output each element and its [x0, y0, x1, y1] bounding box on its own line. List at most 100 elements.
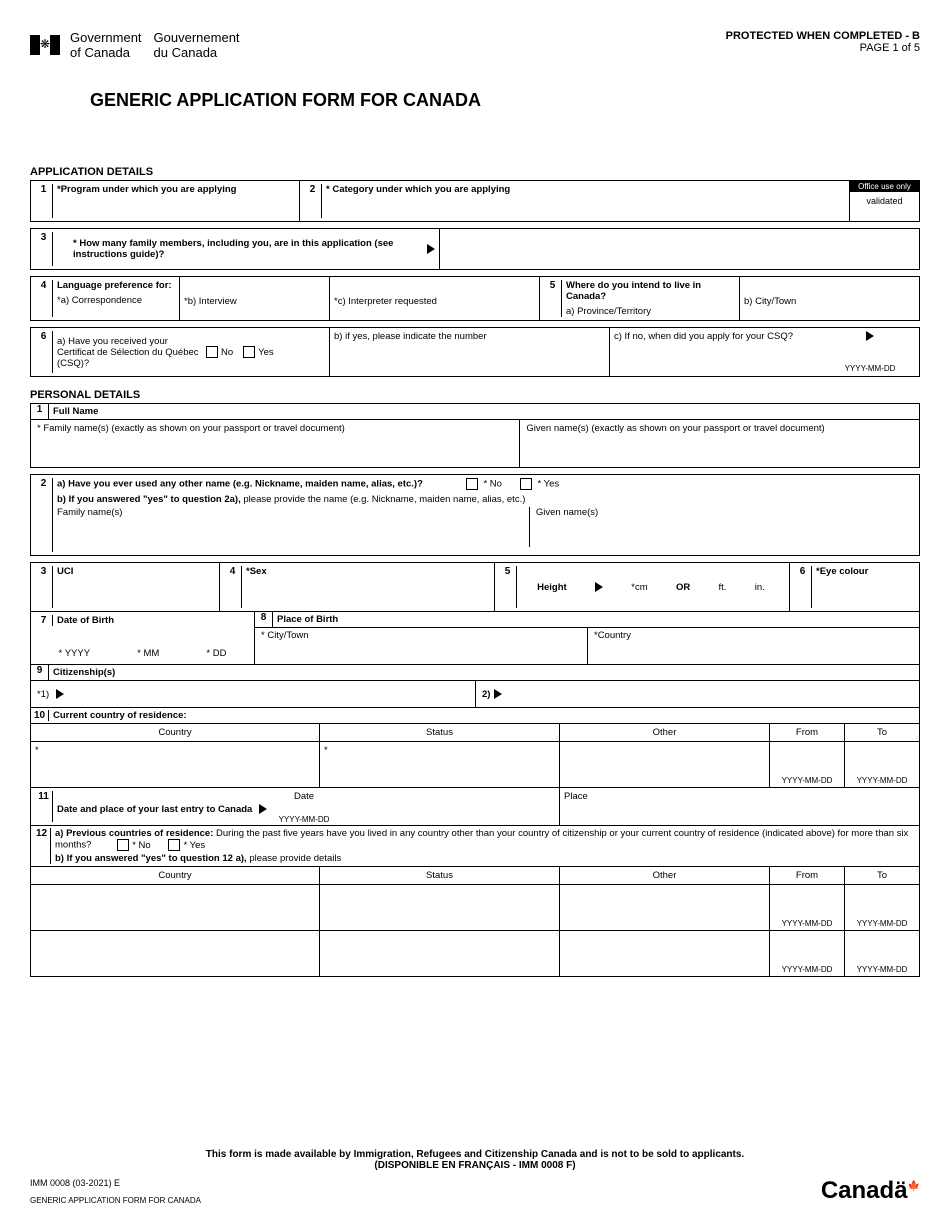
label-place: Place [564, 791, 915, 802]
num-p9: 9 [31, 665, 49, 680]
label-residence: Current country of residence: [49, 710, 187, 721]
row-language-live: 4 Language preference for: *a) Correspon… [30, 276, 920, 321]
flag-icon: 🍁 [908, 1181, 920, 1192]
label-citytown: b) City/Town [744, 296, 915, 307]
num-p3: 3 [35, 566, 53, 608]
canada-flag-icon [30, 35, 60, 55]
label-province: a) Province/Territory [566, 306, 735, 317]
table-row: YYYY-MM-DD YYYY-MM-DD [30, 885, 920, 931]
num-p4: 4 [224, 566, 242, 608]
checkbox-othername-no[interactable] [466, 478, 478, 490]
label-csq-number: b) if yes, please indicate the number [334, 331, 605, 342]
label-in: in. [755, 582, 765, 593]
row-residence-header: 10 Current country of residence: [30, 708, 920, 724]
row-other-name: 2 a) Have you ever used any other name (… [30, 474, 920, 556]
gov-fr: Gouvernement du Canada [154, 30, 240, 60]
label-pob-city: * City/Town [255, 628, 587, 664]
label-or: OR [676, 582, 690, 593]
ymd-label: YYYY-MM-DD [845, 919, 919, 928]
num-p6: 6 [794, 566, 812, 608]
row-prev-countries-q: 12 a) Previous countries of residence: D… [30, 826, 920, 867]
gov-en: Government of Canada [70, 30, 142, 60]
checkbox-othername-yes[interactable] [520, 478, 532, 490]
dropdown-icon[interactable] [56, 689, 64, 699]
row-family-members: 3 * How many family members, including y… [30, 228, 920, 270]
label-ft: ft. [719, 582, 727, 593]
label-date: Date [57, 791, 551, 802]
num-4: 4 [35, 280, 53, 317]
label-2b-family: Family name(s) [57, 507, 529, 547]
checkbox-12a-yes[interactable] [168, 839, 180, 851]
label-correspondence: *a) Correspondence [57, 295, 172, 306]
label-12a-bold: a) Previous countries of residence: [55, 828, 216, 839]
dropdown-icon[interactable] [427, 244, 435, 254]
label-sex: *Sex [242, 566, 267, 608]
checkbox-csq-no[interactable] [206, 346, 218, 358]
num-6: 6 [35, 331, 53, 373]
th-from: From [770, 724, 845, 742]
num-p8: 8 [255, 612, 273, 627]
th-status: Status [320, 724, 560, 742]
label-2b-rest: please provide the name (e.g. Nickname, … [243, 494, 525, 505]
label-family-name: * Family name(s) (exactly as shown on yo… [31, 420, 519, 468]
label-12b-rest: please provide details [249, 853, 341, 864]
form-title: GENERIC APPLICATION FORM FOR CANADA [90, 90, 920, 111]
personal-details-heading: PERSONAL DETAILS [30, 389, 920, 401]
th-from: From [770, 867, 845, 885]
ymd-label: YYYY-MM-DD [845, 776, 919, 785]
validated-label: validated [850, 192, 919, 206]
label-pob: Place of Birth [273, 612, 342, 627]
label-eye: *Eye colour [812, 566, 868, 608]
th-country: Country [30, 867, 320, 885]
footer-bottom: GENERIC APPLICATION FORM FOR CANADA [30, 1196, 201, 1205]
footer-line2: (DISPONIBLE EN FRANÇAIS - IMM 0008 F) [30, 1160, 920, 1171]
dropdown-icon[interactable] [595, 582, 603, 592]
num-p10: 10 [31, 710, 49, 721]
canada-wordmark: Canadä🍁 [821, 1177, 920, 1205]
row-program-category: 1 *Program under which you are applying … [30, 180, 920, 222]
ast: * [35, 745, 39, 756]
label-family-members: * How many family members, including you… [53, 238, 427, 260]
row-fullname: 1 Full Name * Family name(s) (exactly as… [30, 403, 920, 468]
label-12a-no: * No [132, 840, 150, 851]
label-cit-2: 2) [482, 689, 490, 700]
num-p1: 1 [31, 404, 49, 419]
th-to: To [845, 724, 920, 742]
label-cm: *cm [631, 582, 647, 593]
dropdown-icon[interactable] [259, 804, 267, 814]
label-12b-bold: b) If you answered "yes" to question 12 … [55, 853, 249, 864]
label-yyyy: * YYYY [59, 648, 91, 659]
row-csq: 6 a) Have you received your Certificat d… [30, 327, 920, 377]
ymd-label: YYYY-MM-DD [57, 815, 551, 824]
num-5: 5 [544, 280, 562, 317]
num-p12: 12 [33, 828, 51, 864]
label-other-name-q: a) Have you ever used any other name (e.… [57, 479, 423, 490]
row-citizenship: 9 Citizenship(s) *1) 2) [30, 665, 920, 708]
ymd-label: YYYY-MM-DD [770, 919, 844, 928]
label-citizenship: Citizenship(s) [49, 665, 119, 680]
page-header: Government of Canada Gouvernement du Can… [30, 30, 920, 60]
dropdown-icon[interactable] [866, 331, 874, 341]
dropdown-icon[interactable] [494, 689, 502, 699]
label-category: * Category under which you are applying [322, 184, 510, 218]
row-residence-data: * * YYYY-MM-DD YYYY-MM-DD [30, 742, 920, 788]
label-interview: *b) Interview [184, 296, 325, 307]
label-csq-when: c) If no, when did you apply for your CS… [614, 331, 825, 342]
protected-line: PROTECTED WHEN COMPLETED - B [726, 30, 920, 42]
label-othername-no: * No [483, 479, 501, 490]
label-fullname: Full Name [49, 404, 102, 419]
num-1: 1 [35, 184, 53, 218]
checkbox-csq-yes[interactable] [243, 346, 255, 358]
office-use-label: Office use only [850, 181, 919, 192]
th-other: Other [560, 724, 770, 742]
label-cit-1: *1) [37, 689, 49, 700]
row-last-entry: 11 Date Date and place of your last entr… [30, 788, 920, 826]
page-footer: This form is made available by Immigrati… [30, 1149, 920, 1205]
ymd-label: YYYY-MM-DD [825, 364, 915, 373]
label-mm: * MM [137, 648, 159, 659]
num-p2: 2 [35, 478, 53, 552]
ymd-label: YYYY-MM-DD [845, 965, 919, 974]
label-lang-pref: Language preference for: [57, 280, 172, 291]
protected-block: PROTECTED WHEN COMPLETED - B PAGE 1 of 5 [726, 30, 920, 54]
checkbox-12a-no[interactable] [117, 839, 129, 851]
